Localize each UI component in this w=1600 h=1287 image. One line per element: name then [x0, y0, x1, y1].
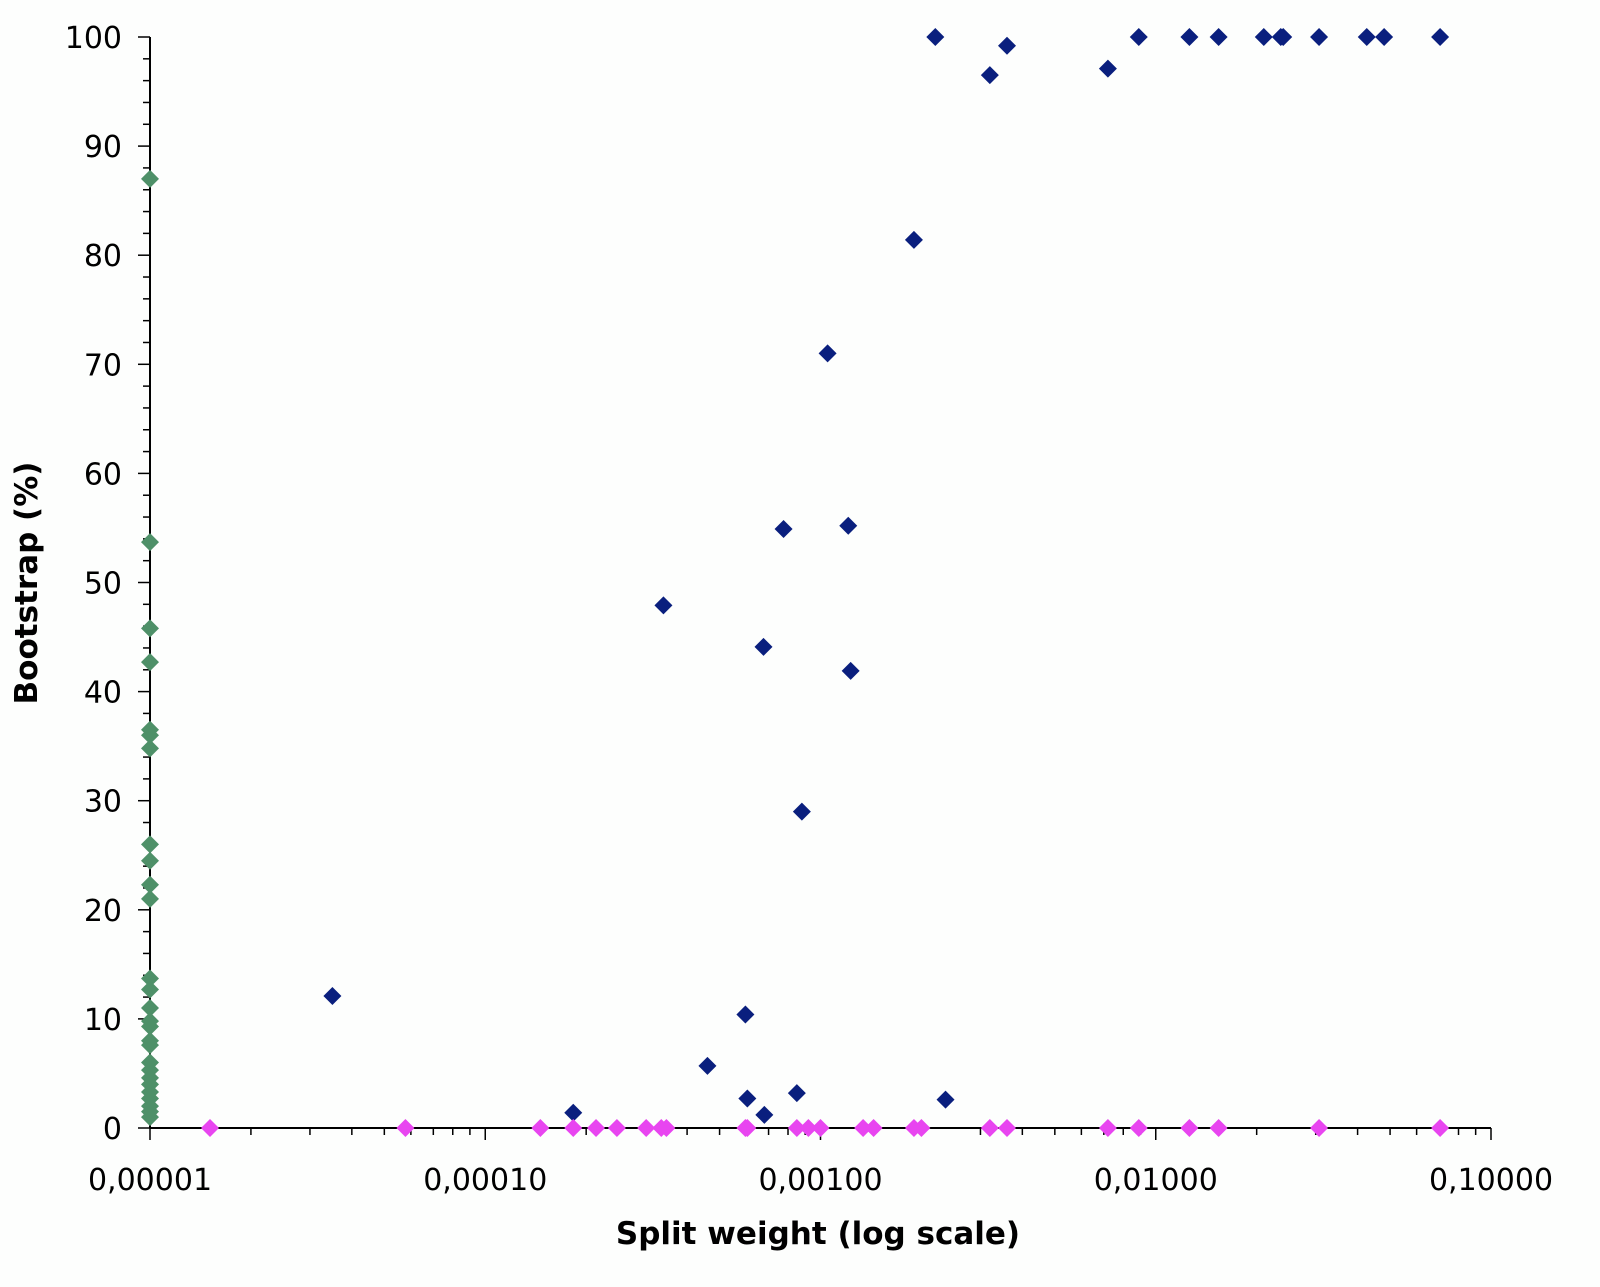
- data-point-diamond: [141, 889, 159, 908]
- series-layer: [141, 28, 1450, 1137]
- data-point-diamond: [141, 835, 159, 854]
- data-point-diamond: [141, 875, 159, 894]
- data-point-diamond: [1098, 1119, 1117, 1137]
- y-tick-label: 90: [84, 130, 122, 165]
- data-point-diamond: [141, 1036, 159, 1055]
- data-point-diamond: [1209, 1119, 1228, 1137]
- series-2: [201, 1119, 1450, 1137]
- data-point-diamond: [774, 520, 793, 539]
- data-point-diamond: [811, 1119, 830, 1137]
- data-point-diamond: [637, 1119, 656, 1137]
- data-point-diamond: [141, 998, 159, 1017]
- data-point-diamond: [323, 986, 342, 1005]
- data-point-diamond: [1310, 28, 1329, 46]
- y-axis-title: Bootstrap (%): [9, 462, 45, 705]
- y-axis: 0 10 20 30 40 50 60 70 80 90 100: [65, 21, 151, 1147]
- series-1: [323, 28, 1450, 1124]
- data-point-diamond: [787, 1084, 806, 1103]
- data-point-diamond: [1129, 1119, 1148, 1137]
- data-point-diamond: [564, 1119, 583, 1137]
- x-axis: 0,00001 0,00010 0,00100 0,01000 0,10000: [88, 1127, 1553, 1198]
- data-point-diamond: [607, 1119, 626, 1137]
- y-tick-label: 10: [84, 1003, 122, 1038]
- y-tick-label: 40: [84, 676, 122, 711]
- x-tick-label: 0,10000: [1429, 1163, 1553, 1198]
- data-point-diamond: [864, 1119, 883, 1137]
- x-tick-label: 0,00100: [758, 1163, 882, 1198]
- data-point-diamond: [854, 1119, 873, 1137]
- y-tick-label: 30: [84, 785, 122, 820]
- data-point-diamond: [755, 1105, 774, 1124]
- data-point-diamond: [564, 1103, 583, 1122]
- data-point-diamond: [841, 661, 860, 680]
- data-point-diamond: [141, 969, 159, 988]
- data-point-diamond: [799, 1119, 818, 1137]
- data-point-diamond: [998, 36, 1017, 55]
- data-point-diamond: [1310, 1119, 1329, 1137]
- x-tick-label: 0,00010: [423, 1163, 547, 1198]
- data-point-diamond: [141, 533, 159, 552]
- data-point-diamond: [1431, 1119, 1450, 1137]
- y-tick-label: 60: [84, 457, 122, 492]
- data-point-diamond: [738, 1119, 757, 1137]
- data-point-diamond: [657, 1119, 676, 1137]
- y-tick-label: 0: [103, 1112, 122, 1147]
- y-tick-label: 20: [84, 894, 122, 929]
- data-point-diamond: [904, 230, 923, 249]
- data-point-diamond: [141, 726, 159, 745]
- data-point-diamond: [736, 1005, 755, 1024]
- data-point-diamond: [1274, 28, 1293, 46]
- data-point-diamond: [141, 619, 159, 638]
- data-point-diamond: [754, 637, 773, 656]
- data-point-diamond: [792, 802, 811, 821]
- y-tick-label: 80: [84, 239, 122, 274]
- data-point-diamond: [818, 344, 837, 363]
- y-tick-label: 50: [84, 567, 122, 602]
- data-point-diamond: [980, 66, 999, 85]
- data-point-diamond: [1254, 28, 1273, 46]
- data-point-diamond: [1180, 28, 1199, 46]
- data-point-diamond: [698, 1056, 717, 1075]
- data-point-diamond: [531, 1119, 550, 1137]
- data-point-diamond: [1098, 59, 1117, 78]
- data-point-diamond: [141, 1017, 159, 1036]
- data-point-diamond: [998, 1119, 1017, 1137]
- data-point-diamond: [141, 1108, 159, 1127]
- data-point-diamond: [1209, 28, 1228, 46]
- data-point-diamond: [141, 851, 159, 870]
- y-tick-label: 70: [84, 348, 122, 383]
- data-point-diamond: [738, 1089, 757, 1108]
- data-point-diamond: [912, 1119, 931, 1137]
- data-point-diamond: [654, 596, 673, 615]
- data-point-diamond: [936, 1090, 955, 1109]
- data-point-diamond: [141, 169, 159, 188]
- data-point-diamond: [839, 516, 858, 535]
- data-point-diamond: [926, 28, 945, 46]
- data-point-diamond: [787, 1119, 806, 1137]
- data-point-diamond: [141, 739, 159, 758]
- data-point-diamond: [1375, 28, 1394, 46]
- data-point-diamond: [201, 1119, 220, 1137]
- data-point-diamond: [141, 980, 159, 999]
- data-point-diamond: [1431, 28, 1450, 46]
- data-point-diamond: [1180, 1119, 1199, 1137]
- data-point-diamond: [396, 1119, 415, 1137]
- data-point-diamond: [1129, 28, 1148, 46]
- x-tick-label: 0,01000: [1094, 1163, 1218, 1198]
- x-tick-label: 0,00001: [88, 1163, 212, 1198]
- x-axis-title: Split weight (log scale): [616, 1216, 1020, 1252]
- data-point-diamond: [980, 1119, 999, 1137]
- y-tick-label: 100: [65, 21, 122, 56]
- data-point-diamond: [587, 1119, 606, 1137]
- series-0: [141, 169, 159, 1127]
- data-point-diamond: [141, 653, 159, 672]
- data-point-diamond: [1357, 28, 1376, 46]
